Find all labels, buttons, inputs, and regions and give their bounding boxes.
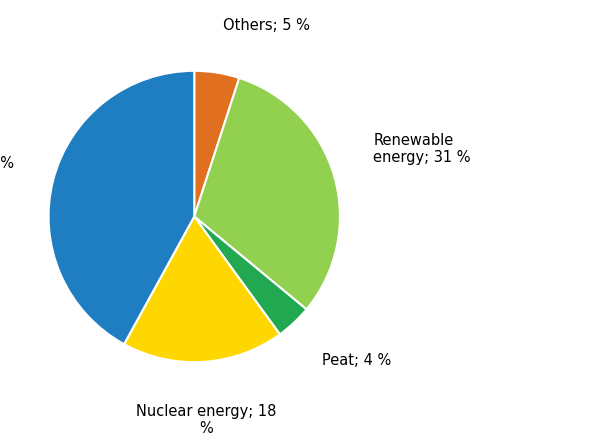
Wedge shape [194,79,340,309]
Text: Others; 5 %: Others; 5 % [223,18,310,33]
Wedge shape [194,72,239,217]
Wedge shape [124,217,280,362]
Text: Renewable
energy; 31 %: Renewable energy; 31 % [373,133,471,165]
Text: Peat; 4 %: Peat; 4 % [322,352,391,368]
Text: Nuclear energy; 18
%: Nuclear energy; 18 % [136,403,276,434]
Text: Fossil fuels; 42 %: Fossil fuels; 42 % [0,156,13,171]
Wedge shape [194,217,307,335]
Wedge shape [49,72,194,344]
